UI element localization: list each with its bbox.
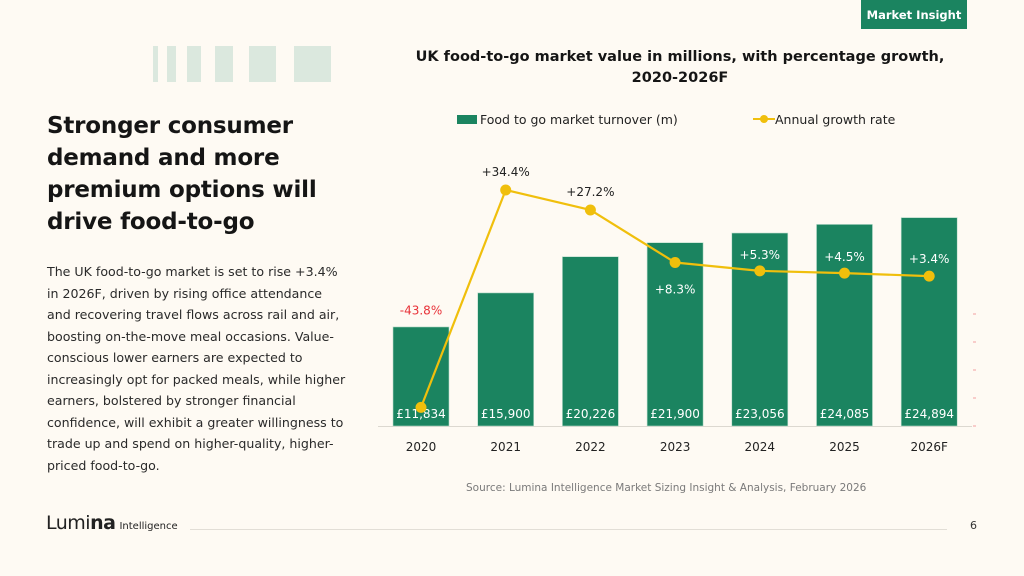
growth-data-label: +5.3% — [740, 248, 781, 262]
bar-2023 — [646, 242, 704, 427]
bar-value-label: £15,900 — [481, 407, 531, 421]
bar-2025 — [816, 224, 873, 427]
bar-value-label: £24,085 — [820, 407, 870, 421]
bar-2022 — [562, 256, 619, 427]
bar-2021 — [477, 292, 535, 427]
logo-subtitle: Intelligence — [119, 521, 178, 532]
bar-2026F — [900, 217, 958, 427]
x-tick-label: 2023 — [660, 440, 691, 454]
page-headline: Stronger consumer demand and more premiu… — [47, 113, 317, 235]
bar-value-label: £24,894 — [904, 407, 954, 421]
x-tick-label: 2024 — [745, 440, 776, 454]
growth-data-label: +27.2% — [566, 185, 614, 199]
bar-2024 — [731, 232, 789, 427]
bar-value-label: £23,056 — [735, 407, 785, 421]
growth-data-label: +8.3% — [655, 283, 696, 297]
growth-point-2021 — [500, 184, 512, 196]
legend-label: Food to go market turnover (m) — [480, 111, 678, 127]
page-number: 6 — [970, 519, 977, 532]
legend-line-swatch — [753, 115, 775, 123]
growth-point-2023 — [669, 257, 681, 269]
growth-point-2026F — [923, 270, 935, 282]
x-tick-label: 2025 — [829, 440, 860, 454]
bar-value-label: £11,834 — [396, 407, 446, 421]
x-tick-label: 2020 — [406, 440, 437, 454]
legend-bar-swatch — [457, 114, 477, 124]
x-tick-label: 2021 — [490, 440, 521, 454]
growth-point-2020 — [415, 401, 427, 413]
x-tick-label: 2022 — [575, 440, 606, 454]
x-tick-label: 2026F — [910, 440, 948, 454]
growth-point-2025 — [839, 267, 850, 279]
body-paragraph: The UK food-to-go market is set to rise … — [47, 264, 346, 473]
legend-item-turnover: Food to go market turnover (m) — [457, 110, 678, 128]
deco-stripe — [215, 46, 233, 82]
growth-data-label: +4.5% — [824, 250, 865, 264]
growth-point-2022 — [584, 204, 596, 216]
bar-value-label: £21,900 — [650, 407, 700, 421]
footer-divider — [190, 529, 947, 530]
legend-label: Annual growth rate — [775, 111, 896, 127]
deco-stripe — [167, 46, 176, 82]
deco-stripe — [187, 46, 201, 82]
chart-title: UK food-to-go market value in millions, … — [415, 49, 945, 86]
growth-data-label: -43.8% — [400, 303, 442, 317]
market-insight-badge: Market Insight — [861, 0, 967, 29]
deco-stripe — [294, 46, 331, 82]
growth-point-2024 — [754, 265, 766, 277]
deco-stripe — [153, 46, 158, 82]
logo-wordmark: Lumina — [46, 512, 116, 534]
chart-source: Source: Lumina Intelligence Market Sizin… — [466, 482, 867, 494]
legend-item-growth: Annual growth rate — [753, 110, 895, 128]
growth-data-label: +34.4% — [482, 165, 530, 179]
bar-value-label: £20,226 — [566, 407, 616, 421]
growth-data-label: +3.4% — [909, 252, 950, 266]
deco-stripe — [249, 46, 276, 82]
lumina-logo: Lumina Intelligence — [46, 512, 178, 534]
